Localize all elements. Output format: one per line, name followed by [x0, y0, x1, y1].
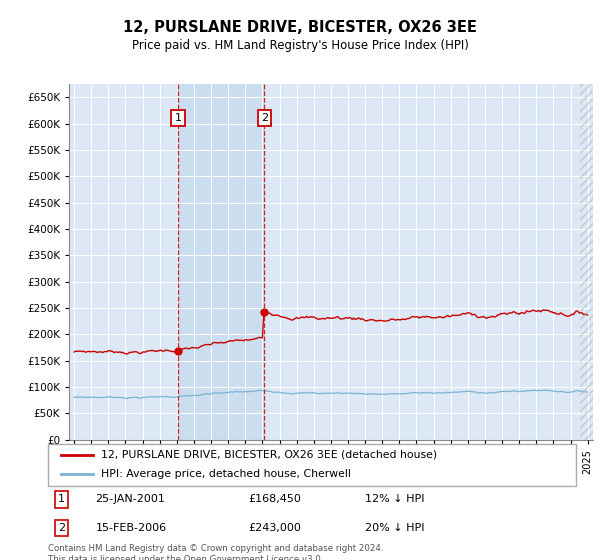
Text: HPI: Average price, detached house, Cherwell: HPI: Average price, detached house, Cher… — [101, 469, 350, 479]
Bar — [580, 84, 593, 440]
Text: 12% ↓ HPI: 12% ↓ HPI — [365, 494, 424, 505]
Bar — [580, 84, 593, 440]
Text: £243,000: £243,000 — [248, 523, 302, 533]
Text: Price paid vs. HM Land Registry's House Price Index (HPI): Price paid vs. HM Land Registry's House … — [131, 39, 469, 52]
Text: 15-FEB-2006: 15-FEB-2006 — [95, 523, 167, 533]
Text: 1: 1 — [175, 113, 182, 123]
Text: 20% ↓ HPI: 20% ↓ HPI — [365, 523, 424, 533]
Text: Contains HM Land Registry data © Crown copyright and database right 2024.
This d: Contains HM Land Registry data © Crown c… — [48, 544, 383, 560]
Text: 2: 2 — [261, 113, 268, 123]
Text: 2: 2 — [58, 523, 65, 533]
Text: 12, PURSLANE DRIVE, BICESTER, OX26 3EE (detached house): 12, PURSLANE DRIVE, BICESTER, OX26 3EE (… — [101, 450, 437, 460]
FancyBboxPatch shape — [48, 444, 576, 486]
Bar — [178, 84, 265, 440]
Text: 1: 1 — [58, 494, 65, 505]
Text: 25-JAN-2001: 25-JAN-2001 — [95, 494, 166, 505]
Text: 12, PURSLANE DRIVE, BICESTER, OX26 3EE: 12, PURSLANE DRIVE, BICESTER, OX26 3EE — [123, 20, 477, 35]
Text: £168,450: £168,450 — [248, 494, 302, 505]
